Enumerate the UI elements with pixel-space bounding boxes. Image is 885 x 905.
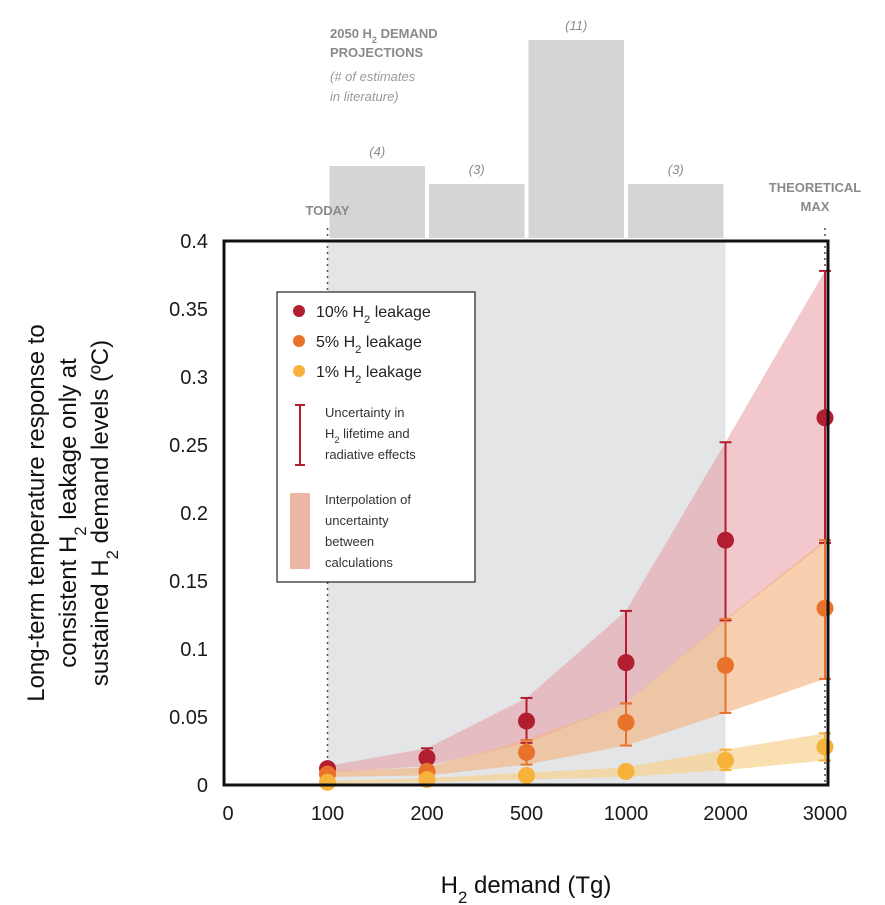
demand-markers: TODAY THEORETICAL MAX: [305, 180, 861, 785]
y-tick-label: 0.4: [180, 231, 208, 253]
legend-uncertainty-text: Uncertainty in: [325, 405, 404, 420]
data-point: [617, 713, 635, 731]
data-point: [617, 762, 635, 780]
today-label: TODAY: [305, 203, 349, 218]
theoretical-max-label: MAX: [801, 199, 830, 214]
histogram-bar: [429, 184, 525, 238]
legend-interpolation-text: calculations: [325, 555, 393, 570]
data-point: [617, 654, 635, 672]
legend-swatch: [293, 305, 305, 317]
y-tick-label: 0.05: [169, 707, 208, 729]
uncertainty-band: [327, 733, 825, 784]
histogram-bar: [528, 40, 624, 238]
uncertainty-band: [327, 540, 825, 777]
histogram-bar: [628, 184, 724, 238]
x-tick-label: 2000: [703, 803, 748, 825]
y-tick-label: 0.3: [180, 367, 208, 389]
legend-interpolation-text: uncertainty: [325, 513, 389, 528]
axis-titles: H2 demand (Tg) Long-term temperature resp…: [23, 324, 611, 905]
y-tick-label: 0.35: [169, 299, 208, 321]
x-tick-label: 100: [311, 803, 344, 825]
plot-frame: [222, 239, 830, 787]
histogram-count-label: (3): [469, 162, 485, 177]
histogram-note: in literature): [330, 89, 399, 104]
x-tick-label: 500: [510, 803, 543, 825]
y-tick-label: 0.15: [169, 571, 208, 593]
y-tick-label: 0: [197, 775, 208, 797]
histogram-title: 2050 H2 DEMAND: [330, 26, 438, 45]
legend-swatch: [293, 335, 305, 347]
histogram-bar: [329, 166, 425, 238]
legend-label: 5% H2 leakage: [316, 334, 422, 356]
legend-band-swatch: [290, 493, 310, 569]
legend-interpolation-text: Interpolation of: [325, 492, 411, 507]
data-point: [816, 738, 834, 756]
data-point: [816, 599, 834, 617]
data-point: [816, 409, 834, 427]
data-point: [319, 773, 336, 791]
x-tick-label: 200: [410, 803, 443, 825]
y-tick-label: 0.2: [180, 503, 208, 525]
data-point: [717, 752, 734, 770]
histogram-title-line2: PROJECTIONS: [330, 45, 424, 60]
data-point: [717, 531, 734, 549]
data-point: [518, 766, 535, 784]
y-axis-title-line: sustained H2 demand levels (ºC): [87, 340, 122, 686]
x-axis-title: H2 demand (Tg): [441, 872, 612, 905]
data-point: [518, 712, 535, 730]
legend-label: 1% H2 leakage: [316, 364, 422, 386]
legend-label: 10% H2 leakage: [316, 304, 431, 326]
data-point: [418, 749, 436, 767]
y-tick-label: 0.1: [180, 639, 208, 661]
data-point: [717, 656, 734, 674]
histogram-count-label: (11): [565, 18, 587, 33]
histogram-count-label: (4): [369, 144, 385, 159]
theoretical-max-label: THEORETICAL: [769, 180, 862, 195]
x-tick-label: 0: [222, 803, 233, 825]
x-tick-label: 3000: [803, 803, 848, 825]
legend-uncertainty-text: radiative effects: [325, 447, 416, 462]
histogram-note: (# of estimates: [330, 69, 416, 84]
legend: 10% H2 leakage 5% H2 leakage 1% H2 leakage…: [276, 291, 476, 583]
y-axis-title-line: Long-term temperature response to: [23, 324, 50, 702]
y-tick-label: 0.25: [169, 435, 208, 457]
legend-interpolation-text: between: [325, 534, 374, 549]
y-axis-title-line: consistent H2 leakage only at: [55, 358, 90, 668]
x-tick-label: 1000: [604, 803, 649, 825]
x-axis-ticks: 0 100 200 500 1000 2000 3000: [222, 803, 847, 825]
y-axis-ticks: 0 0.05 0.1 0.15 0.2 0.25 0.3 0.35 0.4: [169, 231, 208, 797]
legend-uncertainty-text: H2 lifetime and: [325, 426, 410, 445]
legend-swatch: [293, 365, 305, 377]
histogram-count-label: (3): [668, 162, 684, 177]
data-point: [518, 743, 535, 761]
